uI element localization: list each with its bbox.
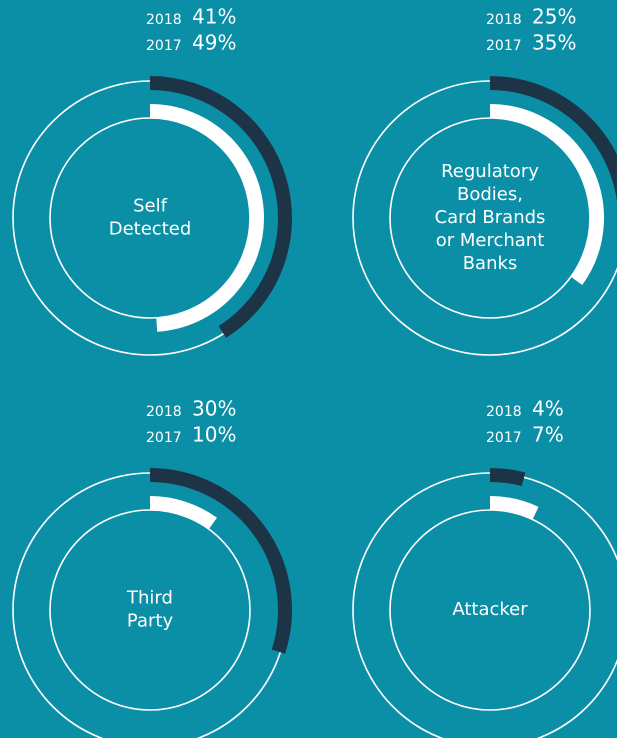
legend-year: 2018 bbox=[486, 12, 522, 28]
value-label: 7% bbox=[532, 423, 564, 447]
legend-year: 2018 bbox=[146, 404, 182, 420]
value-label: 35% bbox=[532, 31, 576, 55]
center-label: Banks bbox=[463, 253, 518, 274]
center-label: Party bbox=[127, 611, 174, 632]
value-label: 41% bbox=[192, 5, 236, 29]
arc bbox=[149, 76, 292, 338]
center-label: Third bbox=[126, 588, 173, 609]
legend-year: 2018 bbox=[486, 404, 522, 420]
legend-year: 2018 bbox=[146, 12, 182, 28]
center-label: Self bbox=[133, 196, 168, 217]
value-label: 4% bbox=[532, 397, 564, 421]
center-label: or Merchant bbox=[436, 230, 545, 251]
legend-year: 2017 bbox=[146, 430, 182, 446]
arc bbox=[489, 76, 617, 203]
center-label: Attacker bbox=[452, 599, 528, 620]
legend-year: 2017 bbox=[486, 430, 522, 446]
center-label: Detected bbox=[109, 219, 192, 240]
legend-year: 2017 bbox=[146, 38, 182, 54]
center-label: Card Brands bbox=[435, 207, 546, 228]
value-label: 10% bbox=[192, 423, 236, 447]
arc bbox=[149, 496, 218, 530]
value-label: 30% bbox=[192, 397, 236, 421]
arc bbox=[489, 496, 539, 520]
value-label: 49% bbox=[192, 31, 236, 55]
arc bbox=[489, 104, 604, 286]
center-label: Bodies, bbox=[457, 184, 523, 205]
center-label: Regulatory bbox=[441, 161, 539, 182]
value-label: 25% bbox=[532, 5, 576, 29]
arc bbox=[489, 468, 526, 487]
legend-year: 2017 bbox=[486, 38, 522, 54]
arc bbox=[149, 468, 292, 654]
arc bbox=[149, 104, 264, 332]
